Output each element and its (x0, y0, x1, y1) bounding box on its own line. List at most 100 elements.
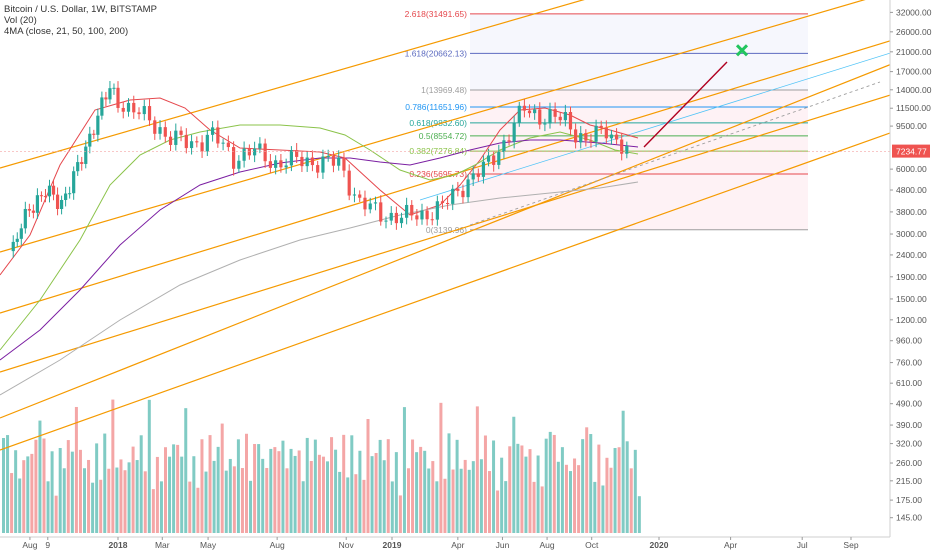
volume-bar (471, 461, 475, 533)
fib-zone-upper (470, 13, 808, 90)
candle-body (481, 161, 486, 177)
volume-bar (350, 435, 354, 533)
candle-body (373, 202, 378, 204)
volume-bar (317, 454, 321, 533)
price-tick-label: 1900.00 (896, 272, 927, 282)
volume-bar (159, 481, 163, 533)
volume-bar (46, 481, 50, 533)
candle-body (321, 156, 325, 173)
volume-bar (528, 449, 532, 533)
volume-bar (123, 470, 127, 533)
candle-body (440, 201, 445, 204)
candle-body (310, 157, 315, 166)
volume-bar (479, 459, 483, 533)
candle-body (247, 148, 251, 156)
channel-line (0, 40, 890, 314)
volume-bar (151, 489, 155, 533)
candle-body (471, 173, 475, 180)
ma200-line (0, 181, 639, 396)
fib-label: 1.618(20662.13) (405, 48, 468, 58)
candle-body (163, 127, 167, 137)
candle-body (461, 190, 465, 198)
volume-bar (463, 459, 467, 533)
candle-body (27, 208, 31, 211)
price-tick-label: 145.00 (896, 513, 922, 523)
dashed-trendline (469, 81, 881, 226)
candle-body (92, 133, 96, 135)
volume-bar (208, 435, 212, 533)
price-tick-label: 320.00 (896, 439, 922, 449)
price-tick-label: 3800.00 (896, 207, 927, 217)
volume-bar (285, 468, 289, 533)
candle-body (337, 157, 341, 166)
price-tick-label: 21000.00 (896, 47, 932, 57)
volume-bar (358, 450, 362, 533)
channel-line (0, 0, 585, 169)
volume-bar (354, 474, 358, 533)
candle-body (563, 111, 567, 121)
candle-body (548, 109, 552, 124)
candle-body (116, 87, 120, 108)
volume-bar (520, 445, 524, 533)
volume-bar (569, 471, 572, 533)
candle-body (352, 194, 357, 196)
candle-body (625, 145, 629, 154)
volume-bar (492, 440, 496, 533)
candle-body (289, 150, 294, 166)
volume-bar (42, 438, 46, 533)
volume-bar (87, 459, 91, 533)
candle-body (147, 106, 152, 121)
candle-body (358, 194, 362, 198)
channel-line (0, 0, 866, 253)
time-tick-label: Nov (339, 540, 355, 550)
candle-body (368, 203, 372, 210)
volume-bar (127, 462, 131, 533)
volume-bar (236, 439, 240, 533)
volume-bar (139, 435, 143, 533)
time-tick-label: Apr (724, 540, 737, 550)
time-tick-label: Jun (496, 540, 510, 550)
volume-bar (637, 496, 641, 533)
candle-body (527, 110, 532, 114)
candle-body (609, 134, 614, 139)
volume-bar (629, 468, 633, 533)
volume-bar (455, 439, 459, 533)
candle-body (121, 107, 125, 112)
price-tick-label: 32000.00 (896, 7, 932, 17)
volume-bar (249, 480, 253, 533)
volume-bar (415, 452, 419, 533)
price-tick-label: 760.00 (896, 358, 922, 368)
volume-bar (459, 468, 463, 533)
candle-body (604, 127, 608, 139)
volume-bar (617, 447, 621, 533)
candle-body (284, 165, 288, 168)
target-marker (735, 44, 749, 57)
volume-bar (593, 481, 597, 533)
volume-bar (135, 460, 139, 533)
volume-bar (342, 434, 346, 533)
projection-line (643, 61, 728, 148)
volume-bar (475, 406, 479, 533)
volume-bar (297, 450, 301, 533)
volume-bar (301, 481, 305, 533)
volume-bar (609, 467, 613, 533)
time-tick-label: Aug (270, 540, 285, 550)
price-tick-label: 215.00 (896, 476, 922, 486)
volume-bar (313, 439, 317, 533)
price-tick-label: 960.00 (896, 336, 922, 346)
fib-label: 0(3139.96) (426, 225, 467, 235)
volume-bar (625, 441, 629, 533)
volume-bar (370, 456, 374, 533)
candle-body (31, 210, 35, 213)
time-tick-label: Aug (22, 540, 37, 550)
price-tick-label: 260.00 (896, 458, 922, 468)
candle-body (221, 142, 225, 144)
fib-label: 1(13969.48) (421, 85, 467, 95)
candle-body (237, 160, 241, 169)
volume-bar (326, 461, 329, 533)
volume-bar (176, 444, 180, 533)
candle-body (59, 199, 64, 210)
candle-body (174, 130, 178, 145)
volume-bar (26, 456, 30, 533)
